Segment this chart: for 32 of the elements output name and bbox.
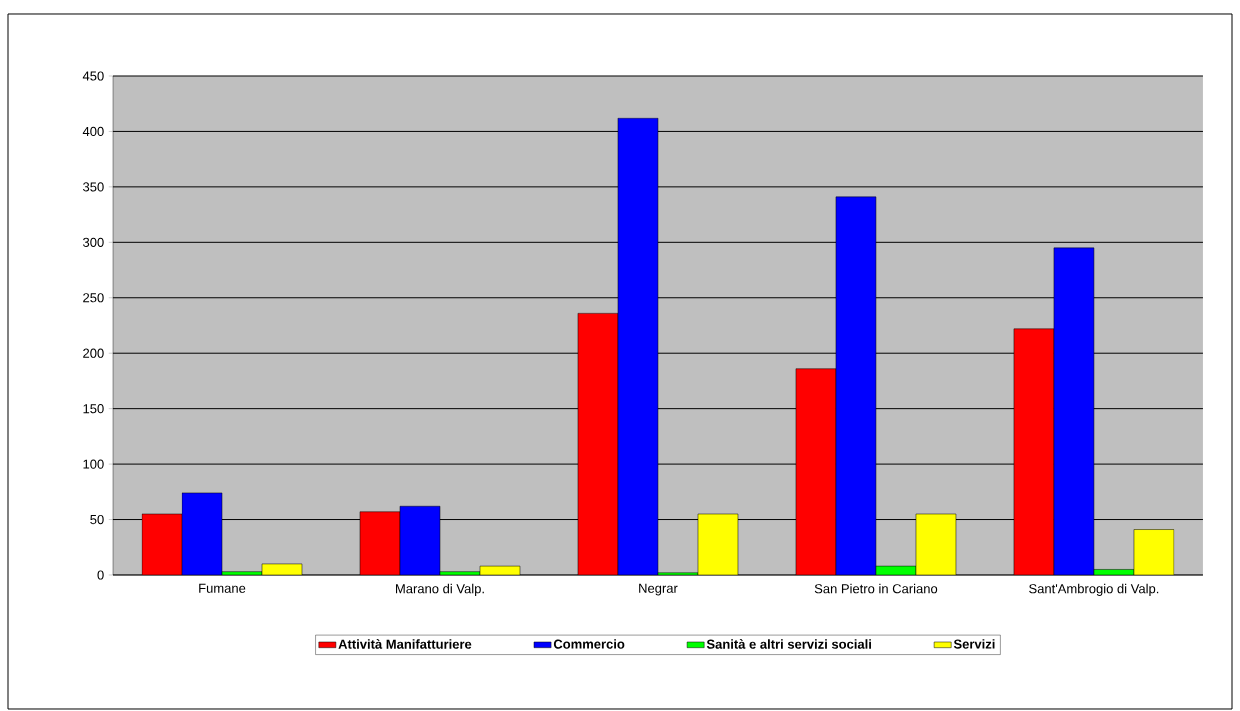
y-tick-label: 450	[82, 71, 104, 81]
x-tick-label: Negrar	[639, 583, 678, 596]
bar	[697, 514, 738, 575]
bar	[915, 514, 956, 575]
y-tick-label: 0	[97, 570, 104, 580]
bar	[1053, 247, 1095, 575]
y-tick-label: 150	[83, 404, 104, 414]
bar	[182, 492, 222, 575]
legend-label: Servizi	[953, 639, 995, 649]
bar	[835, 196, 876, 575]
bar	[359, 511, 400, 575]
x-tick-label: San Pietro in Cariano	[814, 583, 938, 594]
y-tick-label: 250	[83, 293, 104, 303]
bar	[399, 506, 440, 575]
x-tick-label: Sant'Ambrogio di Valp.	[1029, 583, 1159, 596]
bar	[142, 514, 182, 575]
y-tick-label: 350	[83, 182, 104, 192]
y-tick-label: 400	[82, 126, 104, 137]
y-tick-label: 50	[90, 514, 104, 525]
bar	[617, 118, 658, 575]
x-tick-label: Fumane	[199, 583, 246, 593]
y-tick-label: 300	[83, 237, 104, 247]
x-tick-label: Marano di Valp.	[396, 583, 484, 596]
bar	[577, 313, 618, 575]
legend-label: Attività Manifatturiere	[338, 639, 472, 649]
legend-label: Commercio	[553, 639, 625, 649]
bar	[795, 368, 836, 575]
bar	[1013, 328, 1055, 575]
y-tick-label: 100	[83, 459, 104, 469]
legend-label: Sanità e altri servizi sociali	[706, 639, 871, 649]
y-tick-label: 200	[83, 348, 104, 358]
bar	[1133, 529, 1175, 575]
